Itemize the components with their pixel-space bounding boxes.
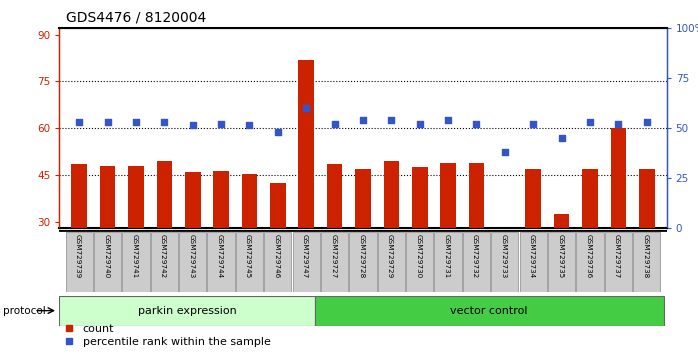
Text: protocol: protocol xyxy=(3,306,46,316)
Point xyxy=(641,120,653,125)
Point xyxy=(499,149,510,155)
Bar xyxy=(292,232,320,292)
Text: GSM729738: GSM729738 xyxy=(642,234,648,279)
Bar xyxy=(185,172,200,228)
Bar xyxy=(151,232,178,292)
Bar xyxy=(639,169,655,228)
Bar xyxy=(463,232,490,292)
Text: GSM729746: GSM729746 xyxy=(274,234,279,279)
Text: GSM729735: GSM729735 xyxy=(557,234,563,279)
Text: GSM729737: GSM729737 xyxy=(614,234,620,279)
Point xyxy=(414,121,425,127)
Text: GSM729731: GSM729731 xyxy=(444,234,450,279)
Text: GSM729743: GSM729743 xyxy=(188,234,194,279)
Bar xyxy=(100,166,115,228)
Text: GSM729733: GSM729733 xyxy=(500,234,507,279)
Bar xyxy=(236,232,263,292)
Bar xyxy=(526,169,541,228)
Text: GSM729744: GSM729744 xyxy=(216,234,223,279)
Bar xyxy=(299,59,314,228)
Bar xyxy=(321,232,348,292)
Bar xyxy=(519,232,547,292)
Bar xyxy=(327,164,343,228)
Bar xyxy=(265,232,292,292)
Text: GSM729747: GSM729747 xyxy=(302,234,308,279)
Point xyxy=(73,120,84,125)
Point xyxy=(386,118,397,123)
Bar xyxy=(554,214,570,228)
Point xyxy=(329,121,340,127)
Bar xyxy=(214,171,229,228)
Text: GSM729732: GSM729732 xyxy=(472,234,478,279)
Bar xyxy=(633,232,660,292)
Point xyxy=(584,120,595,125)
Point xyxy=(216,121,227,127)
Bar xyxy=(242,174,258,228)
Bar xyxy=(434,232,461,292)
Text: GDS4476 / 8120004: GDS4476 / 8120004 xyxy=(66,11,207,25)
Point xyxy=(158,120,170,125)
Bar xyxy=(468,163,484,228)
Text: vector control: vector control xyxy=(450,306,528,316)
Bar xyxy=(383,161,399,228)
Bar xyxy=(548,232,575,292)
Text: GSM729730: GSM729730 xyxy=(415,234,422,279)
Text: GSM729729: GSM729729 xyxy=(387,234,393,279)
Bar xyxy=(378,232,405,292)
Bar xyxy=(577,232,604,292)
Text: GSM729745: GSM729745 xyxy=(245,234,251,279)
Bar xyxy=(270,183,285,228)
Bar xyxy=(71,164,87,228)
Point xyxy=(131,120,142,125)
Bar xyxy=(122,232,149,292)
Point xyxy=(187,122,198,128)
Text: GSM729728: GSM729728 xyxy=(359,234,364,279)
Bar xyxy=(156,161,172,228)
Text: GSM729736: GSM729736 xyxy=(586,234,591,279)
Point xyxy=(102,120,113,125)
Point xyxy=(471,121,482,127)
Bar xyxy=(94,232,121,292)
Point xyxy=(556,136,567,141)
Bar xyxy=(604,232,632,292)
Point xyxy=(272,130,283,135)
Bar xyxy=(582,169,597,228)
Bar xyxy=(406,232,433,292)
Bar xyxy=(611,128,626,228)
Bar xyxy=(412,167,427,228)
Text: GSM729727: GSM729727 xyxy=(330,234,336,279)
Text: GSM729734: GSM729734 xyxy=(529,234,535,279)
Point xyxy=(443,118,454,123)
Legend: count, percentile rank within the sample: count, percentile rank within the sample xyxy=(65,324,271,347)
Bar xyxy=(355,169,371,228)
Point xyxy=(301,105,312,111)
Bar xyxy=(207,232,235,292)
Point xyxy=(357,118,369,123)
Text: GSM729739: GSM729739 xyxy=(75,234,81,279)
Bar xyxy=(491,232,519,292)
Point xyxy=(528,121,539,127)
Text: parkin expression: parkin expression xyxy=(138,306,237,316)
Bar xyxy=(349,232,377,292)
Point xyxy=(613,121,624,127)
Point xyxy=(244,122,255,128)
Bar xyxy=(128,166,144,228)
Text: GSM729741: GSM729741 xyxy=(131,234,138,279)
Text: GSM729742: GSM729742 xyxy=(160,234,166,279)
Bar xyxy=(66,232,93,292)
Bar xyxy=(497,228,512,250)
Bar xyxy=(59,296,315,326)
Bar xyxy=(179,232,207,292)
Bar xyxy=(440,163,456,228)
Text: GSM729740: GSM729740 xyxy=(103,234,109,279)
Bar xyxy=(315,296,664,326)
